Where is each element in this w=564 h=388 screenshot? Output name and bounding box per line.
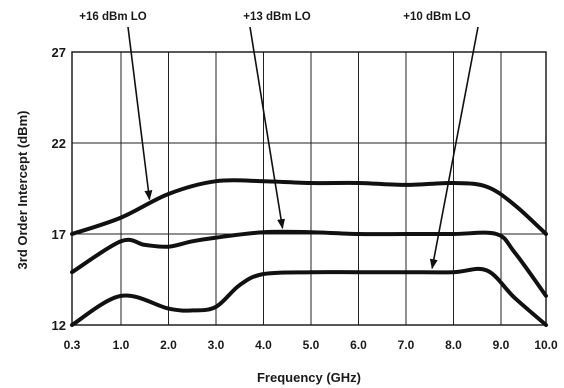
x-tick-label: 0.3 [64, 338, 81, 352]
x-tick-label: 6.0 [350, 338, 367, 352]
y-tick-label: 12 [52, 318, 66, 333]
x-tick-label: 8.0 [445, 338, 462, 352]
y-tick-label: 22 [52, 136, 66, 151]
y-tick-labels: 12 17 22 27 [52, 45, 66, 333]
annotation-arrow [127, 26, 153, 201]
x-tick-label: 9.0 [493, 338, 510, 352]
y-tick-label: 27 [52, 45, 66, 60]
x-tick-label: 4.0 [255, 338, 272, 352]
grid [72, 52, 546, 325]
x-tick-label: 3.0 [208, 338, 225, 352]
x-tick-label: 7.0 [398, 338, 415, 352]
series-line-3 [70, 266, 548, 327]
y-axis-label: 3rd Order Intercept (dBm) [15, 111, 30, 270]
x-tick-label: 1.0 [113, 338, 130, 352]
series-line-1 [70, 178, 548, 236]
x-tick-label: 2.0 [160, 338, 177, 352]
annotation-label: +13 dBm LO [243, 11, 310, 23]
annotations: +16 dBm LO +13 dBm LO +10 dBm LO [79, 11, 479, 270]
x-tick-label: 5.0 [303, 338, 320, 352]
annotation-arrow [429, 26, 479, 270]
annotation-arrow [249, 26, 286, 230]
series-lines [70, 178, 548, 327]
y-tick-label: 17 [52, 227, 66, 242]
x-tick-labels: 0.3 1.0 2.0 3.0 4.0 5.0 6.0 7.0 8.0 9.0 10.0 [64, 338, 558, 352]
x-tick-label: 10.0 [534, 338, 558, 352]
plot-frame [71, 51, 547, 326]
series-line-2 [70, 229, 548, 298]
annotation-label: +10 dBm LO [403, 11, 470, 23]
x-axis-label: Frequency (GHz) [257, 370, 361, 385]
annotation-label: +16 dBm LO [79, 11, 146, 23]
